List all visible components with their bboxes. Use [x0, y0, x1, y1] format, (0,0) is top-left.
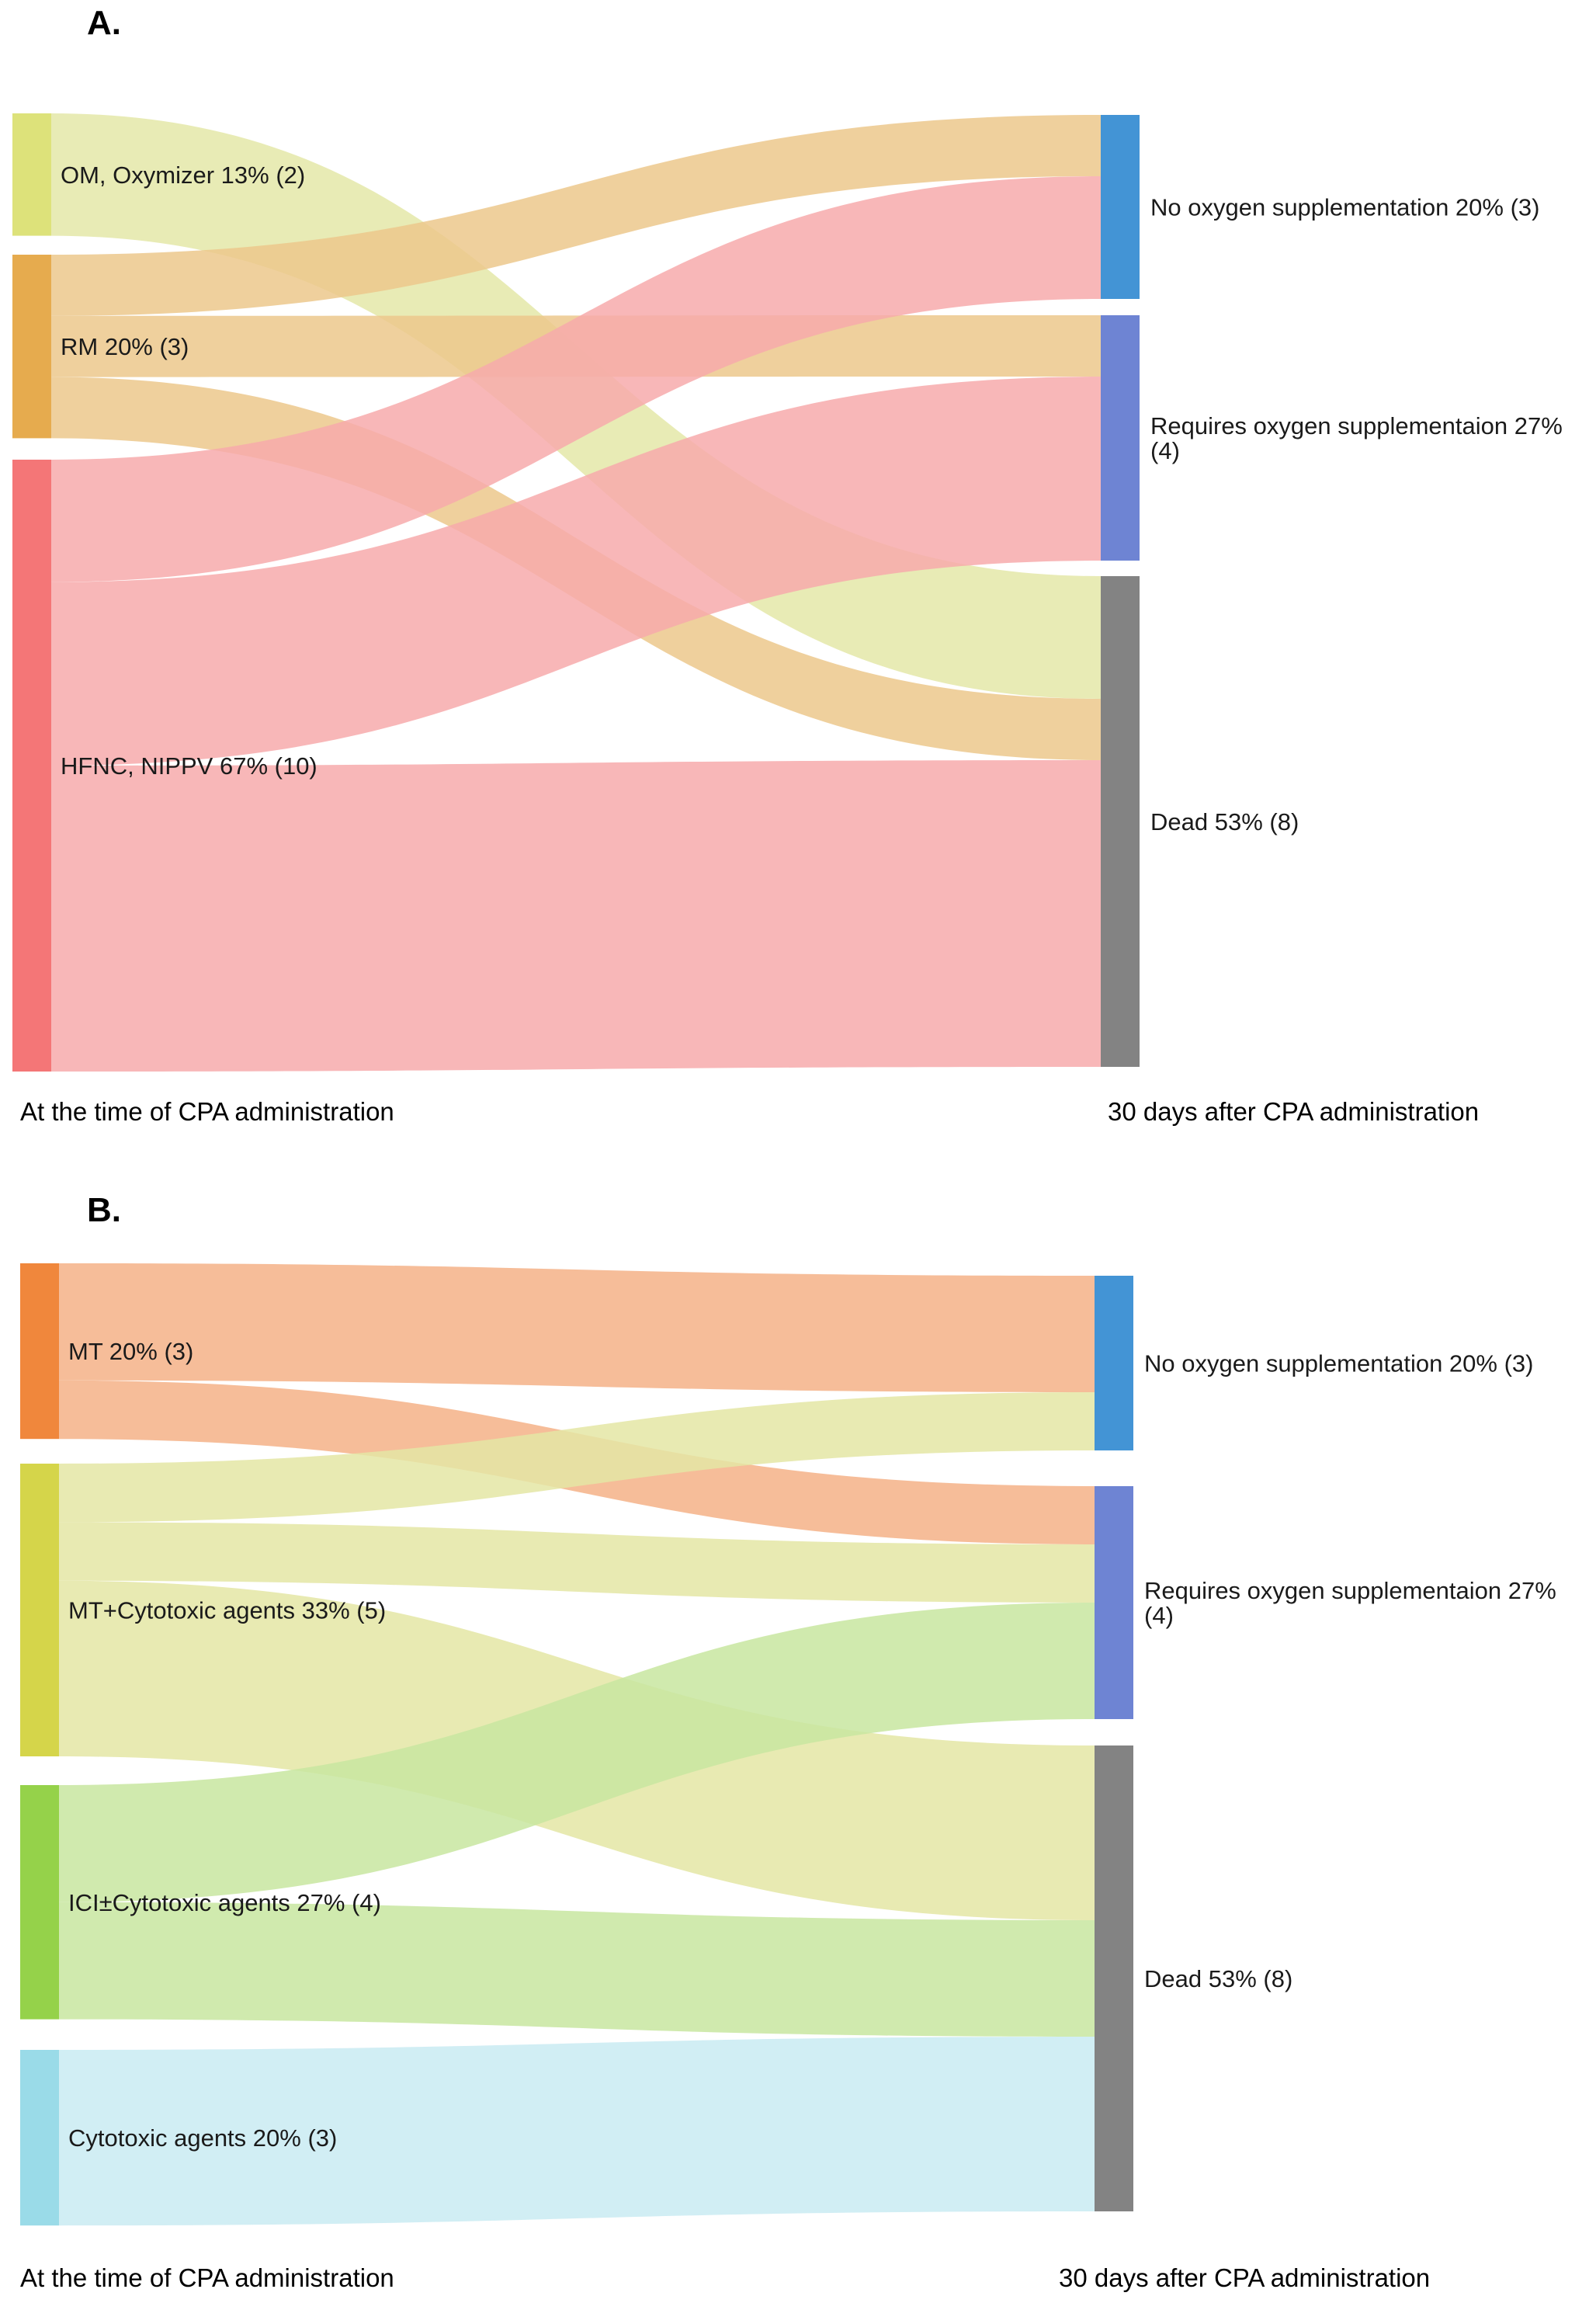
panel-b-node-mtc: [20, 1464, 59, 1756]
panel-a-label-noo2-line-1: No oxygen supplementation 20% (3): [1150, 194, 1539, 221]
panel-b-link-cyt-to-dead: [59, 2037, 1095, 2226]
panel-b-letter: B.: [87, 1191, 121, 1229]
panel-a-label-om: OM, Oxymizer 13% (2): [61, 162, 305, 189]
panel-b-nodes: [20, 1263, 1133, 2226]
panel-a-link-hfnc-to-dead: [51, 760, 1101, 1072]
panel-a-links: [51, 113, 1101, 1072]
panel-b-label-noo2: No oxygen supplementation 20% (3): [1144, 1350, 1533, 1377]
panel-a-link-hfnc-to-noo2: [51, 176, 1101, 582]
panel-a-link-hfnc-to-req: [51, 377, 1101, 766]
panel-b-label-dead: Dead 53% (8): [1144, 1965, 1292, 1992]
panel-a-node-req: [1101, 315, 1140, 561]
panel-b-link-mt-to-noo2: [59, 1263, 1095, 1392]
panel-b-label-req: Requires oxygen supplementaion 27% (4): [1144, 1577, 1556, 1629]
panel-b-label-cyt: Cytotoxic agents 20% (3): [68, 2124, 337, 2152]
panel-b-node-req: [1095, 1486, 1133, 1719]
panel-b-label-noo2-line-1: No oxygen supplementation 20% (3): [1144, 1350, 1533, 1377]
panel-b-node-noo2: [1095, 1276, 1133, 1450]
panel-b-links: [59, 1263, 1095, 2226]
panel-a-letter: A.: [87, 4, 121, 42]
panel-a-node-om: [12, 113, 51, 236]
panel-a-label-dead-line-1: Dead 53% (8): [1150, 808, 1299, 835]
panel-a-label-noo2: No oxygen supplementation 20% (3): [1150, 194, 1539, 221]
panel-a-nodes: [12, 113, 1140, 1072]
panel-a-node-noo2: [1101, 115, 1140, 299]
panel-b-label-mtc: MT+Cytotoxic agents 33% (5): [68, 1597, 386, 1624]
panel-b-link-ici-to-dead: [59, 1902, 1095, 2037]
panel-a-link-rm-to-noo2: [51, 115, 1101, 316]
panel-b-label-ici: ICI±Cytotoxic agents 27% (4): [68, 1889, 381, 1916]
panel-b-label-mt: MT 20% (3): [68, 1338, 193, 1365]
panel-b-link-ici-to-req: [59, 1603, 1095, 1902]
panel-a-right-axis-label: 30 days after CPA administration: [1108, 1097, 1479, 1126]
panel-b: B. MT 20% (3) MT+Cytotoxic agents 33% (5)…: [20, 1191, 1556, 2292]
panel-b-labels: MT 20% (3) MT+Cytotoxic agents 33% (5) ICI…: [68, 1338, 1556, 2152]
panel-b-node-mt: [20, 1263, 59, 1440]
panel-b-right-axis-label: 30 days after CPA administration: [1059, 2263, 1430, 2292]
panel-a-node-dead: [1101, 576, 1140, 1067]
panel-b-label-req-line-2: (4): [1144, 1602, 1174, 1629]
panel-a-labels: OM, Oxymizer 13% (2) RM 20% (3) HFNC, NIPP…: [61, 162, 1563, 835]
panel-a-label-req: Requires oxygen supplementaion 27% (4): [1150, 412, 1563, 464]
panel-a-label-hfnc: HFNC, NIPPV 67% (10): [61, 752, 317, 780]
panel-b-link-mtc-to-noo2: [59, 1392, 1095, 1523]
panel-b-label-req-line-1: Requires oxygen supplementaion 27%: [1144, 1577, 1556, 1604]
panel-a-label-rm: RM 20% (3): [61, 333, 189, 360]
panel-b-label-dead-line-1: Dead 53% (8): [1144, 1965, 1292, 1992]
panel-a-node-rm: [12, 255, 51, 439]
panel-b-node-ici: [20, 1785, 59, 2020]
panel-a-node-hfnc: [12, 460, 51, 1072]
panel-a-label-req-line-2: (4): [1150, 437, 1180, 464]
panel-b-link-mtc-to-req: [59, 1522, 1095, 1603]
panel-b-node-dead: [1095, 1745, 1133, 2211]
panel-a-label-req-line-1: Requires oxygen supplementaion 27%: [1150, 412, 1563, 439]
panel-b-node-cyt: [20, 2050, 59, 2226]
panel-a-label-dead: Dead 53% (8): [1150, 808, 1299, 835]
panel-b-left-axis-label: At the time of CPA administration: [20, 2263, 394, 2292]
panel-a-left-axis-label: At the time of CPA administration: [20, 1097, 394, 1126]
panel-a: A. OM, Oxymizer 13% (2) RM 20% (3) HFNC, N…: [12, 4, 1563, 1126]
